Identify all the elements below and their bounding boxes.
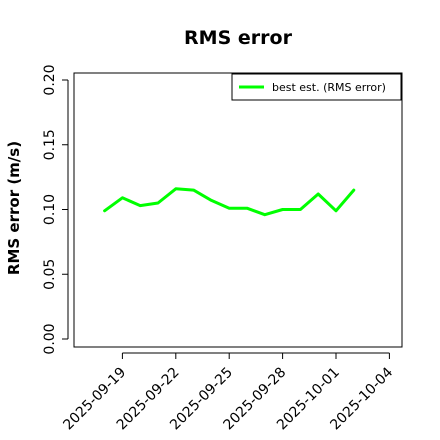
chart-title: RMS error bbox=[184, 27, 293, 49]
y-tick-label: 0.00 bbox=[42, 323, 58, 354]
y-axis-label: RMS error (m/s) bbox=[5, 141, 23, 275]
y-tick-label: 0.05 bbox=[42, 259, 58, 290]
y-axis: 0.00 0.05 0.10 0.15 0.20 bbox=[42, 64, 69, 355]
y-tick-label: 0.15 bbox=[42, 129, 58, 160]
y-tick-label: 0.20 bbox=[42, 64, 58, 95]
legend-label: best est. (RMS error) bbox=[272, 81, 386, 94]
y-tick-label: 0.10 bbox=[42, 194, 58, 225]
series-layer bbox=[103, 187, 356, 217]
series-line bbox=[103, 187, 356, 217]
plot-frame bbox=[73, 72, 403, 348]
legend: best est. (RMS error) bbox=[231, 73, 402, 101]
